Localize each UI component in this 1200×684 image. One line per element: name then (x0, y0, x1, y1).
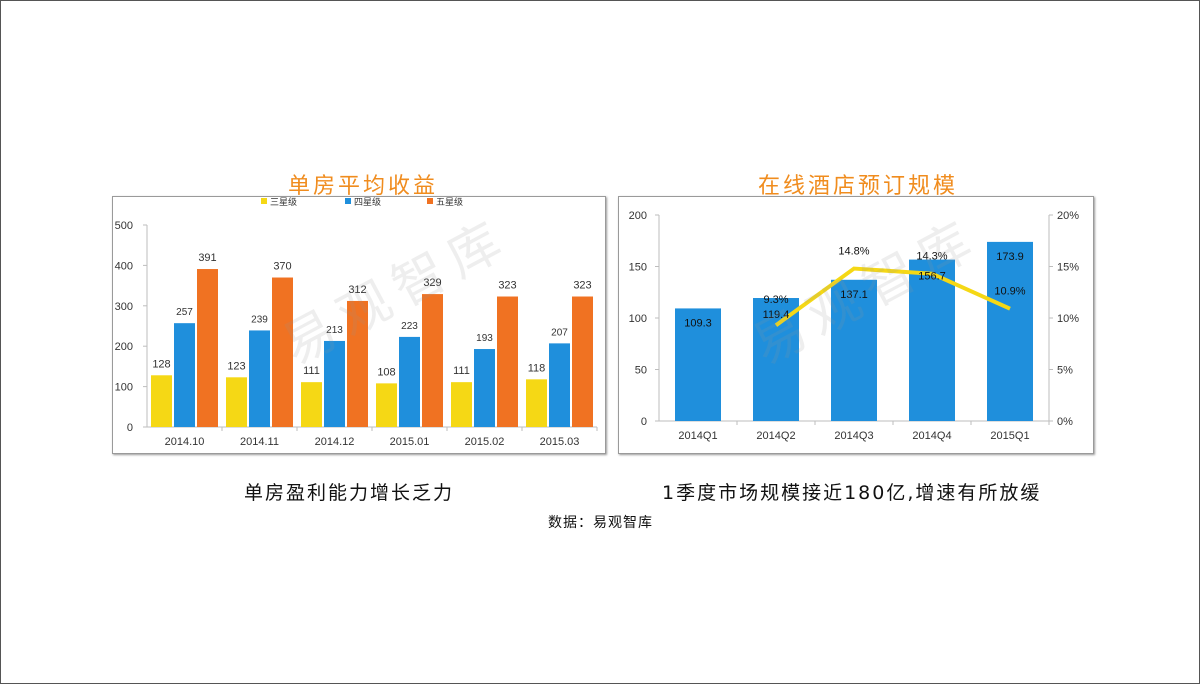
left-chart-box: 0 100 200 300 400 500 三星级 四星级 五星级 2014.10 128 257 39… (112, 196, 606, 454)
right-chart-box: 0 50 100 150 200 0% 5% 10% 15% 20% 2014Q1 2014Q2 201… (618, 196, 1094, 454)
legend-label: 四星级 (354, 197, 381, 207)
data-label: 111 (453, 365, 470, 377)
data-label: 111 (303, 365, 320, 377)
y-tick-label: 50 (635, 365, 647, 377)
bar (226, 377, 247, 427)
y2-tick-label: 10% (1057, 313, 1079, 325)
right-chart-title: 在线酒店预订规模 (758, 174, 959, 199)
bar (249, 330, 270, 427)
legend-label: 三星级 (270, 197, 297, 207)
left-chart-title: 单房平均收益 (288, 174, 439, 199)
bar-data-label: 173.9 (996, 251, 1024, 263)
bar (497, 296, 518, 427)
x-tick-label: 2014Q1 (678, 430, 717, 442)
bar (272, 277, 293, 427)
line-data-label: 9.3% (763, 294, 788, 306)
y-tick-label: 0 (127, 422, 133, 434)
data-label: 323 (498, 280, 516, 292)
legend-swatch (345, 198, 351, 204)
bar (909, 259, 955, 421)
data-label: 108 (377, 366, 395, 378)
bar (151, 375, 172, 427)
y-tick-label: 500 (115, 220, 133, 232)
bar (376, 383, 397, 427)
y-tick-label: 100 (115, 382, 133, 394)
y-tick-label: 200 (115, 341, 133, 353)
right-caption: 1季度市场规模接近180亿,增速有所放缓 (662, 482, 1042, 504)
left-caption: 单房盈利能力增长乏力 (244, 482, 455, 504)
y-tick-label: 100 (629, 313, 647, 325)
data-label: 239 (251, 314, 268, 325)
bar (526, 379, 547, 427)
y-tick-label: 300 (115, 301, 133, 313)
x-tick-label: 2015.03 (540, 436, 580, 448)
bar (301, 382, 322, 427)
bar (174, 323, 195, 427)
legend-swatch (261, 198, 267, 204)
data-label: 118 (528, 362, 546, 374)
x-tick-label: 2014Q2 (756, 430, 795, 442)
bar (399, 336, 420, 427)
x-tick-label: 2015.01 (390, 436, 430, 448)
data-label: 207 (551, 327, 568, 338)
y2-tick-label: 20% (1057, 210, 1079, 222)
bar (347, 300, 368, 427)
bar (549, 343, 570, 427)
y-tick-label: 400 (115, 260, 133, 272)
x-tick-label: 2014Q4 (912, 430, 951, 442)
bar (675, 308, 721, 421)
bar-data-label: 109.3 (684, 317, 712, 329)
legend-label: 五星级 (436, 197, 463, 207)
line-data-label: 14.3% (916, 251, 947, 263)
x-tick-label: 2015Q1 (990, 430, 1029, 442)
booking-scale-combo-chart: 0 50 100 150 200 0% 5% 10% 15% 20% 2014Q1 2014Q2 201… (629, 210, 1080, 442)
data-label: 323 (573, 280, 591, 292)
x-tick-label: 2014Q3 (834, 430, 873, 442)
bar (987, 241, 1033, 421)
bar-data-label: 119.4 (763, 309, 790, 321)
data-label: 312 (348, 284, 366, 296)
x-tick-label: 2015.02 (465, 436, 505, 448)
data-label: 123 (227, 360, 245, 372)
data-label: 213 (326, 325, 343, 336)
y-tick-label: 0 (641, 416, 647, 428)
data-label: 370 (273, 261, 291, 273)
bar (197, 269, 218, 427)
line-data-label: 10.9% (994, 286, 1025, 298)
bar-data-label: 137.1 (840, 289, 868, 301)
x-tick-label: 2014.12 (315, 436, 355, 448)
bar (451, 382, 472, 427)
data-label: 391 (198, 252, 216, 264)
data-label: 193 (476, 333, 493, 344)
bar (474, 349, 495, 427)
growth-line (774, 266, 1011, 327)
bar (831, 279, 877, 421)
bar (324, 340, 345, 427)
data-label: 329 (423, 277, 441, 289)
x-tick-label: 2014.11 (240, 436, 279, 448)
room-revenue-bar-chart: 0 100 200 300 400 500 三星级 四星级 五星级 2014.10 128 257 39… (115, 196, 598, 448)
legend-swatch (427, 198, 433, 204)
y2-tick-label: 0% (1057, 416, 1073, 428)
bar (572, 296, 593, 427)
y2-tick-label: 5% (1057, 365, 1073, 377)
data-label: 257 (176, 307, 193, 318)
x-tick-label: 2014.10 (165, 436, 205, 448)
source-note: 数据：易观智库 (548, 515, 653, 531)
bar (422, 294, 443, 427)
bar-data-label: 156.7 (918, 271, 946, 283)
y-tick-label: 150 (629, 262, 647, 274)
line-data-label: 14.8% (838, 246, 869, 258)
data-label: 128 (152, 358, 170, 370)
bar (753, 298, 799, 421)
y2-tick-label: 15% (1057, 262, 1079, 274)
data-label: 223 (401, 321, 418, 332)
y-tick-label: 200 (629, 210, 647, 222)
